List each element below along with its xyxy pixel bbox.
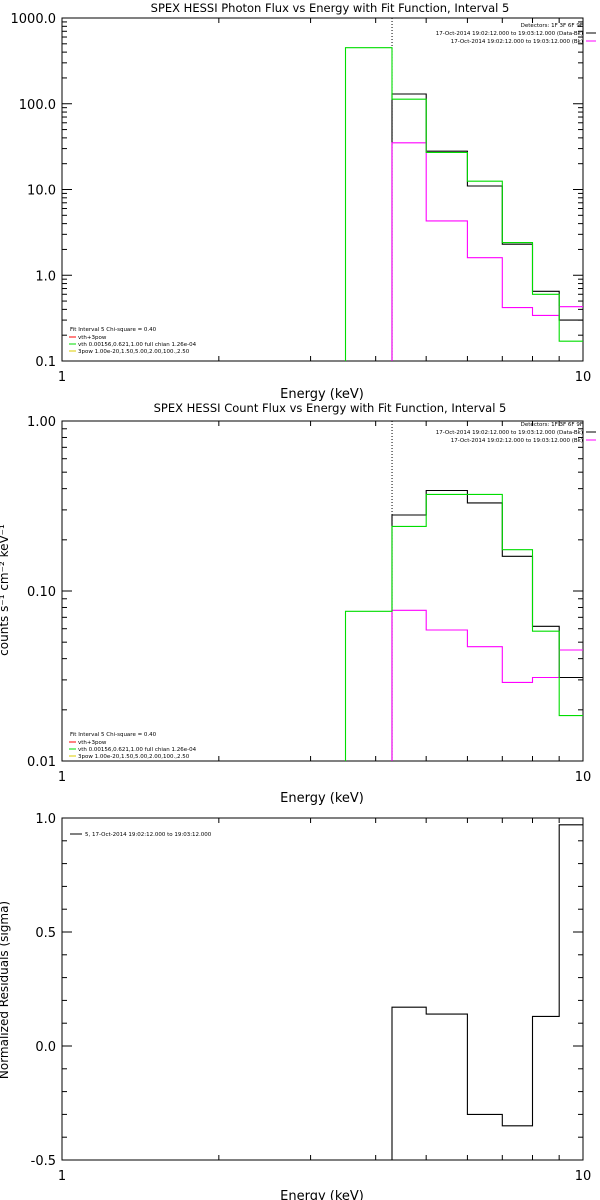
x-tick-label: 10 bbox=[575, 1169, 592, 1184]
panel1-legend-top-1: 17-Oct-2014 19:02:12.000 to 19:03:12.000… bbox=[436, 31, 583, 37]
y-tick-label: 0.0 bbox=[35, 1040, 56, 1055]
y-tick-label: 0.5 bbox=[35, 926, 56, 941]
panel-count-flux: SPEX HESSI Count Flux vs Energy with Fit… bbox=[0, 401, 583, 806]
y-tick-label: -0.5 bbox=[31, 1154, 56, 1169]
panel3-legend-top-0: 5, 17-Oct-2014 19:02:12.000 to 19:03:12.… bbox=[85, 832, 212, 838]
panel3-xlabel: Energy (keV) bbox=[280, 1189, 364, 1200]
panel1-legend-top-0: Detectors: 1F 3F 6F 9F bbox=[521, 23, 583, 29]
panel-residuals: Energy (keV) Normalized Residuals (sigma… bbox=[0, 832, 364, 1200]
panel1-title: SPEX HESSI Photon Flux vs Energy with Fi… bbox=[151, 1, 510, 15]
y-tick-label: 10.0 bbox=[27, 184, 56, 199]
x-tick-label: 1 bbox=[58, 770, 66, 785]
x-tick-label: 10 bbox=[575, 370, 592, 385]
x-tick-label: 10 bbox=[575, 770, 592, 785]
x-tick-label: 1 bbox=[58, 370, 66, 385]
y-tick-label: 0.1 bbox=[35, 355, 56, 370]
y-tick-label: 1.00 bbox=[27, 415, 56, 430]
panel2-xlabel: Energy (keV) bbox=[280, 791, 364, 806]
series-2-step-line bbox=[344, 47, 583, 361]
panel3-ylabel: Normalized Residuals (sigma) bbox=[0, 901, 11, 1079]
panel2-frame bbox=[61, 420, 584, 762]
panel1-plot: 1 10 1000.0 100.0 10.0 1.0 0.1 bbox=[11, 12, 596, 385]
panel2-legend-bottom-2: vth 0.00156,0.621,1.00 full chian 1.26e-… bbox=[78, 747, 197, 753]
panel1-legend-bottom-0: Fit Interval 5 Chi-square = 0.40 bbox=[70, 327, 157, 333]
panel1-xlabel: Energy (keV) bbox=[280, 387, 364, 402]
series-0-step-line bbox=[391, 824, 583, 1160]
panel2-legend-bottom-1: vth+3pow bbox=[78, 740, 107, 746]
y-tick-label: 0.01 bbox=[27, 755, 56, 770]
panel1-frame bbox=[61, 17, 584, 362]
panel2-legend-top-1: 17-Oct-2014 19:02:12.000 to 19:03:12.000… bbox=[436, 430, 583, 436]
series-1-step-line bbox=[391, 142, 583, 361]
panel2-legend-bottom-3: 3pow 1.00e-20,1.50,5.00,2.00,100.,2.50 bbox=[78, 754, 190, 760]
panel2-title: SPEX HESSI Count Flux vs Energy with Fit… bbox=[154, 401, 507, 415]
panel2-legend-top-2: 17-Oct-2014 19:02:12.000 to 19:03:12.000… bbox=[451, 438, 583, 444]
panel1-legend-bottom-1: vth+3pow bbox=[78, 335, 107, 341]
panel2-ylabel: counts s⁻¹ cm⁻² keV⁻¹ bbox=[0, 524, 11, 656]
panel1-legend-bottom-2: vth 0.00156,0.621,1.00 full chian 1.26e-… bbox=[78, 342, 197, 348]
x-tick-label: 1 bbox=[58, 1169, 66, 1184]
panel2-legend-bottom-0: Fit Interval 5 Chi-square = 0.40 bbox=[70, 732, 157, 738]
y-tick-label: 1.0 bbox=[35, 812, 56, 827]
y-tick-label: 1000.0 bbox=[11, 12, 57, 27]
series-0-step-line bbox=[391, 489, 583, 761]
panel2-legend-top-0: Detectors: 1F 3F 6F 9F bbox=[521, 422, 583, 428]
panel3-plot: 1 10 1.0 0.5 0.0 -0.5 bbox=[31, 812, 592, 1184]
y-tick-label: 0.10 bbox=[27, 585, 56, 600]
panel-photon-flux: SPEX HESSI Photon Flux vs Energy with Fi… bbox=[70, 1, 583, 402]
panel1-legend-top-2: 17-Oct-2014 19:02:12.000 to 19:03:12.000… bbox=[451, 39, 583, 45]
panel2-plot: 1 10 1.00 0.10 0.01 bbox=[27, 415, 596, 785]
panel3-frame bbox=[61, 817, 584, 1161]
series-2-step-line bbox=[344, 493, 583, 761]
y-tick-label: 1.0 bbox=[35, 269, 56, 284]
y-tick-label: 100.0 bbox=[19, 98, 56, 113]
series-0-step-line bbox=[391, 93, 583, 361]
panel1-legend-bottom-3: 3pow 1.00e-20,1.50,5.00,2.00,100.,2.50 bbox=[78, 349, 190, 355]
series-1-step-line bbox=[391, 609, 583, 761]
